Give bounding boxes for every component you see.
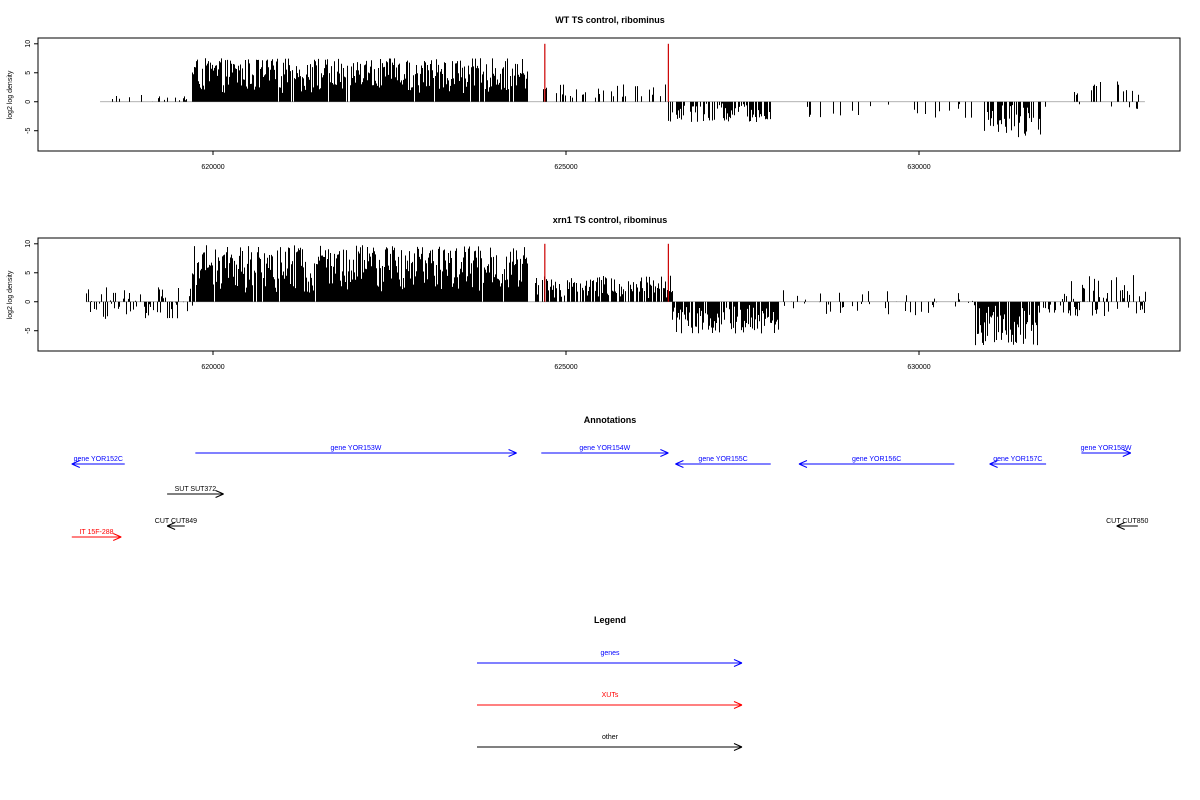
x-tick-label: 625000	[554, 364, 577, 371]
feature-label: gene YOR155C	[698, 456, 747, 463]
feature-label: SUT SUT372	[175, 486, 217, 493]
x-tick-label: 620000	[201, 164, 224, 171]
legend-label: XUTs	[602, 692, 619, 699]
feature-arrow-head	[675, 460, 684, 465]
feature-arrow-head	[508, 449, 517, 454]
feature-arrow-head	[989, 460, 998, 465]
annotation-feature: IT 15F-288	[71, 529, 122, 541]
marker-group	[544, 243, 669, 302]
legend-arrow-head	[733, 743, 743, 748]
y-tick-label: -5	[25, 128, 32, 134]
feature-label: gene YOR153W	[331, 445, 382, 452]
legend-arrow-head	[733, 704, 743, 709]
feature-label: IT 15F-288	[79, 529, 113, 536]
annotation-feature: gene YOR156C	[798, 456, 955, 468]
x-tick-label: 630000	[907, 164, 930, 171]
feature-arrow-head	[71, 460, 81, 465]
feature-label: CUT CUT850	[1106, 518, 1148, 525]
x-axis: 620000 625000 630000	[201, 151, 931, 171]
legend-label: genes	[600, 650, 620, 657]
legend-item: other	[477, 734, 743, 751]
bar-group	[100, 58, 1145, 138]
y-axis-label: log2 log density	[7, 70, 14, 119]
y-tick-label: 5	[25, 271, 32, 275]
plot-frame	[37, 237, 1181, 352]
legend-arrow-head	[733, 659, 743, 664]
feature-label: gene YOR157C	[993, 456, 1042, 463]
feature-label: CUT CUT849	[155, 518, 197, 525]
y-tick-label: 0	[25, 100, 32, 104]
legend-items: genes XUTs other	[477, 650, 743, 751]
feature-arrow-head	[989, 463, 998, 468]
wt-density-panel: WT TS control, ribominus log2 log densit…	[7, 15, 1181, 171]
feature-arrow-head	[1122, 449, 1132, 454]
y-tick-label: 10	[25, 40, 32, 48]
annotation-feature: SUT SUT372	[167, 486, 224, 498]
annotation-feature: gene YOR155C	[675, 456, 771, 468]
feature-arrow-head	[798, 463, 808, 468]
xrn1-density-panel: xrn1 TS control, ribominus log2 log dens…	[7, 215, 1181, 371]
feature-arrow-head	[215, 490, 224, 495]
feature-arrow-head	[508, 452, 517, 457]
legend-item: XUTs	[477, 692, 743, 709]
feature-arrow-head	[166, 525, 176, 530]
annotation-feature: CUT CUT849	[155, 518, 197, 530]
annotation-feature: gene YOR158W	[1081, 445, 1132, 457]
feature-label: gene YOR156C	[852, 456, 901, 463]
feature-label: gene YOR158W	[1081, 445, 1132, 452]
annotation-feature: gene YOR153W	[195, 445, 517, 457]
feature-arrow-head	[71, 463, 81, 468]
x-axis: 620000 625000 630000	[201, 351, 931, 371]
annotation-feature: CUT CUT850	[1106, 518, 1149, 530]
legend-panel: Legend genes XUTs other	[477, 615, 743, 751]
feature-arrow-head	[113, 536, 122, 541]
feature-arrow-head	[660, 449, 669, 454]
x-tick-label: 620000	[201, 364, 224, 371]
feature-arrow-head	[675, 463, 684, 468]
legend-arrow-head	[733, 746, 743, 751]
annotation-feature: gene YOR157C	[989, 456, 1047, 468]
feature-arrow-head	[1116, 522, 1125, 527]
x-tick-label: 625000	[554, 164, 577, 171]
y-axis-label: log2 log density	[7, 270, 14, 319]
feature-arrow-head	[215, 493, 224, 498]
y-tick-label: 10	[25, 240, 32, 248]
feature-label: gene YOR154W	[579, 445, 630, 452]
annotation-feature: gene YOR154W	[541, 445, 669, 457]
feature-label: gene YOR152C	[74, 456, 123, 463]
x-tick-label: 630000	[907, 364, 930, 371]
panel-title: xrn1 TS control, ribominus	[553, 215, 668, 225]
marker-group	[544, 43, 669, 102]
annotation-feature: gene YOR152C	[71, 456, 125, 468]
feature-group: gene YOR152C gene YOR153W gene YOR154W gene…	[71, 445, 1149, 541]
feature-arrow-head	[166, 522, 176, 527]
legend-title: Legend	[594, 615, 626, 625]
panel-title: WT TS control, ribominus	[555, 15, 665, 25]
feature-arrow-head	[1122, 452, 1132, 457]
feature-arrow-head	[798, 460, 808, 465]
feature-arrow-head	[113, 533, 122, 538]
feature-arrow-head	[660, 452, 669, 457]
y-axis: -5 0 5 10	[25, 240, 38, 334]
plot-frame	[37, 37, 1181, 152]
y-tick-label: 5	[25, 71, 32, 75]
bar-group	[85, 245, 1146, 346]
y-tick-label: 0	[25, 300, 32, 304]
annotations-title: Annotations	[584, 415, 637, 425]
y-tick-label: -5	[25, 328, 32, 334]
y-axis: -5 0 5 10	[25, 40, 38, 134]
legend-label: other	[602, 734, 619, 741]
legend-arrow-head	[733, 662, 743, 667]
legend-arrow-head	[733, 701, 743, 706]
feature-arrow-head	[1116, 525, 1125, 530]
legend-item: genes	[477, 650, 743, 667]
